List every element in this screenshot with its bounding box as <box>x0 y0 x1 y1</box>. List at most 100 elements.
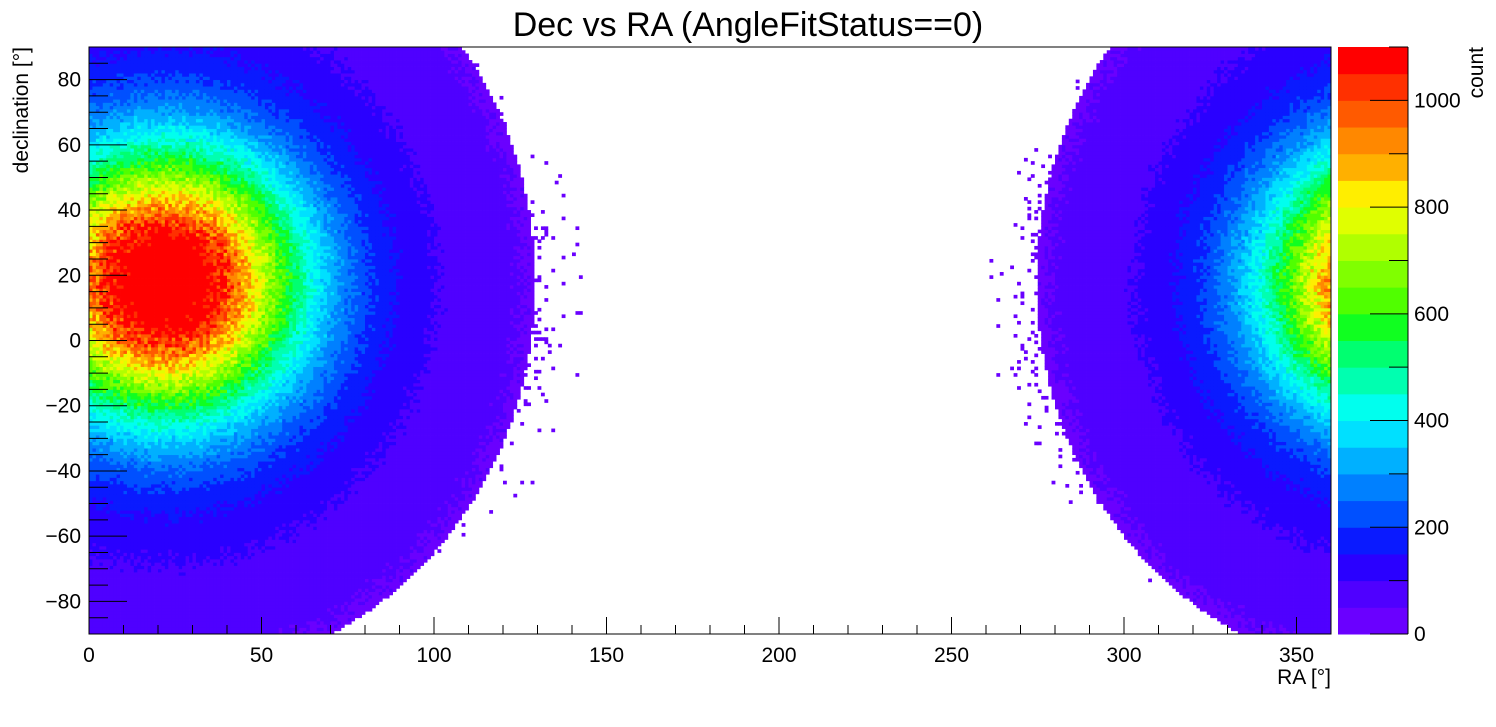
heatmap-cell <box>175 379 180 384</box>
heatmap-cell <box>92 379 97 384</box>
heatmap-cell <box>95 392 100 397</box>
heatmap-cell <box>123 470 128 475</box>
heatmap-cell <box>123 431 128 436</box>
heatmap-cell <box>130 441 135 446</box>
heatmap-cell <box>168 131 173 136</box>
heatmap-cell <box>164 63 169 67</box>
heatmap-cell <box>106 620 111 625</box>
heatmap-cell <box>113 366 117 371</box>
heatmap-cell <box>123 275 128 279</box>
heatmap-cell <box>137 467 142 472</box>
heatmap-cell <box>130 614 135 619</box>
heatmap-cell <box>116 285 121 289</box>
heatmap-cell <box>133 320 138 325</box>
heatmap-cell <box>178 441 183 446</box>
heatmap-cell <box>151 337 155 341</box>
heatmap-cell <box>147 598 152 602</box>
heatmap-cell <box>126 627 131 632</box>
heatmap-cell <box>102 108 107 113</box>
heatmap-cell <box>151 304 155 309</box>
heatmap-cell <box>144 382 149 387</box>
heatmap-cell <box>95 144 100 149</box>
heatmap-cell <box>99 470 104 475</box>
heatmap-cell <box>126 373 131 377</box>
heatmap-cell <box>178 206 183 211</box>
heatmap-cell <box>133 575 138 579</box>
heatmap-cell <box>178 487 183 491</box>
heatmap-cell <box>95 500 100 504</box>
heatmap-cell <box>144 174 149 178</box>
heatmap-cell <box>106 131 111 136</box>
heatmap-cell <box>175 457 180 462</box>
heatmap-cell <box>109 180 114 185</box>
heatmap-cell <box>126 444 131 449</box>
heatmap-cell <box>147 497 152 501</box>
heatmap-cell <box>120 493 124 498</box>
heatmap-cell <box>175 122 180 126</box>
heatmap-cell <box>158 500 162 504</box>
heatmap-cell <box>102 135 107 139</box>
heatmap-cell <box>161 532 166 537</box>
heatmap-cell <box>178 402 183 407</box>
heatmap-cell <box>99 298 104 302</box>
heatmap-cell <box>147 89 152 94</box>
heatmap-cell <box>182 536 186 540</box>
heatmap-cell <box>175 333 180 338</box>
heatmap-cell <box>130 50 135 54</box>
heatmap-cell <box>182 624 186 628</box>
heatmap-cell <box>161 138 166 142</box>
heatmap-cell <box>137 161 142 165</box>
heatmap-cell <box>168 519 173 524</box>
heatmap-cell <box>99 412 104 416</box>
heatmap-cell <box>120 53 124 58</box>
heatmap-cell <box>140 63 145 67</box>
heatmap-cell <box>175 285 180 289</box>
heatmap-cell <box>120 519 124 524</box>
heatmap-cell <box>89 183 93 188</box>
heatmap-cell <box>120 340 124 345</box>
heatmap-cell <box>140 516 145 521</box>
heatmap-cell <box>147 79 152 84</box>
heatmap-cell <box>123 581 128 586</box>
heatmap-cell <box>140 164 145 169</box>
heatmap-cell <box>147 614 152 619</box>
heatmap-cell <box>123 617 128 622</box>
heatmap-cell <box>158 588 162 592</box>
heatmap-cell <box>89 575 93 579</box>
heatmap-cell <box>92 431 97 436</box>
heatmap-cell <box>130 60 135 64</box>
heatmap-cell <box>123 519 128 524</box>
heatmap-cell <box>168 320 173 325</box>
heatmap-cell <box>120 585 124 589</box>
heatmap-cell <box>106 454 111 459</box>
heatmap-cell <box>116 464 121 469</box>
heatmap-cell <box>133 565 138 570</box>
heatmap-cell <box>168 216 173 221</box>
heatmap-cell <box>120 268 124 273</box>
heatmap-cell <box>154 311 159 315</box>
heatmap-cell <box>178 542 183 547</box>
heatmap-cell <box>182 441 186 446</box>
heatmap-cell <box>137 148 142 152</box>
heatmap-cell <box>113 431 117 436</box>
heatmap-cell <box>133 382 138 387</box>
heatmap-cell <box>130 115 135 120</box>
heatmap-cell <box>140 572 145 576</box>
heatmap-cell <box>182 366 186 371</box>
heatmap-cell <box>123 402 128 407</box>
heatmap-cell <box>144 112 149 116</box>
heatmap-cell <box>116 63 121 67</box>
heatmap-cell <box>144 258 149 263</box>
heatmap-cell <box>130 581 135 586</box>
heatmap-cell <box>151 317 155 322</box>
heatmap-cell <box>133 291 138 296</box>
heatmap-cell <box>140 575 145 579</box>
heatmap-cell <box>182 291 186 296</box>
heatmap-cell <box>116 216 121 221</box>
heatmap-cell <box>161 73 166 77</box>
heatmap-cell <box>130 562 135 566</box>
heatmap-cell <box>171 438 176 442</box>
heatmap-cell <box>116 157 121 162</box>
heatmap-cell <box>164 477 169 482</box>
heatmap-cell <box>120 545 124 550</box>
